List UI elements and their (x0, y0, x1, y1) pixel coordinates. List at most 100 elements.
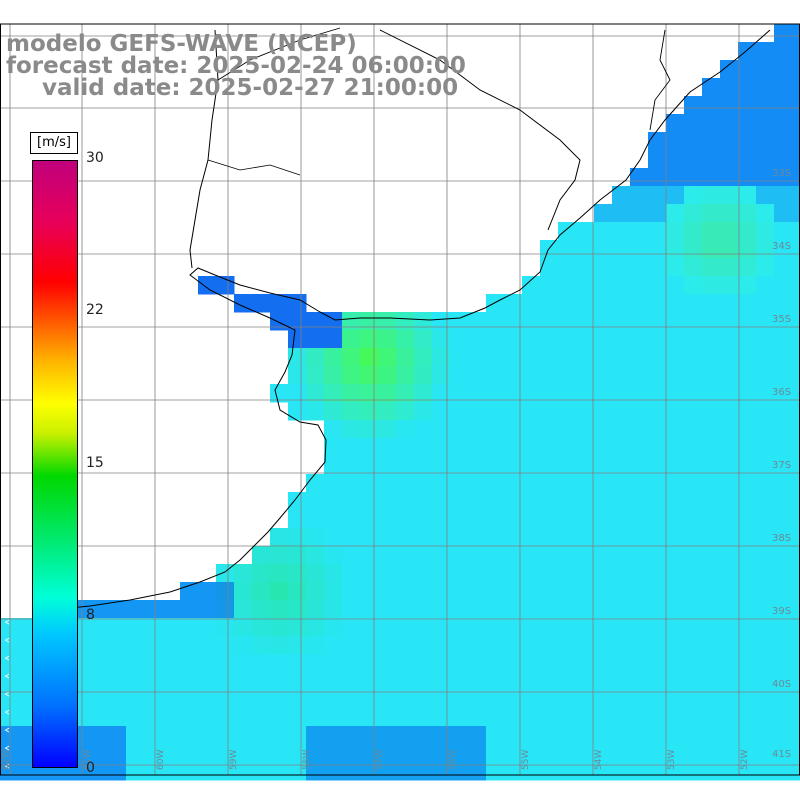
wind-cell (666, 672, 685, 691)
wind-cell (612, 726, 631, 745)
wind-cell (792, 168, 800, 187)
wind-cell (774, 78, 793, 97)
wind-cell (558, 528, 577, 547)
wind-cell (180, 582, 199, 601)
wind-cell (324, 312, 343, 331)
wind-cell (378, 420, 397, 439)
wind-cell (558, 492, 577, 511)
title-model: modelo GEFS-WAVE (NCEP) (6, 31, 357, 57)
wind-cell (234, 618, 253, 637)
wind-cell (432, 618, 451, 637)
wind-cell (774, 402, 793, 421)
wind-cell (432, 672, 451, 691)
lat-label: 37S (772, 460, 791, 471)
wind-cell (684, 726, 703, 745)
wind-cell (594, 636, 613, 655)
wind-cell (198, 618, 217, 637)
wind-cell (306, 582, 325, 601)
wind-cell (792, 582, 800, 601)
wind-cell (684, 132, 703, 151)
wind-cell (378, 744, 397, 763)
wind-cell (342, 402, 361, 421)
wind-cell (684, 330, 703, 349)
wind-cell (684, 276, 703, 295)
wind-cell (306, 546, 325, 565)
wind-cell (414, 654, 433, 673)
wind-cell (684, 186, 703, 205)
wind-cell (612, 402, 631, 421)
wind-cell (756, 132, 775, 151)
wind-cell (252, 636, 271, 655)
wind-cell (738, 474, 757, 493)
wind-cell (756, 636, 775, 655)
wind-cell (612, 492, 631, 511)
wind-cell (576, 726, 595, 745)
wind-cell (666, 276, 685, 295)
wind-cell (594, 600, 613, 619)
lon-label: 61W (83, 750, 93, 770)
wind-cell (684, 402, 703, 421)
wind-cell (612, 384, 631, 403)
wind-cell (432, 654, 451, 673)
wind-cell (630, 330, 649, 349)
wind-cell (288, 582, 307, 601)
wind-cell (396, 654, 415, 673)
wind-cell (576, 672, 595, 691)
wind-cell (558, 654, 577, 673)
wind-cell (648, 654, 667, 673)
wind-cell (756, 582, 775, 601)
wind-cell (450, 438, 469, 457)
wind-cell (702, 348, 721, 367)
wind-cell (594, 492, 613, 511)
wind-cell (414, 474, 433, 493)
wind-cell (612, 672, 631, 691)
wind-cell (720, 528, 739, 547)
wind-cell (324, 654, 343, 673)
wind-cell (360, 546, 379, 565)
wind-cell (396, 492, 415, 511)
wind-cell (648, 726, 667, 745)
wind-cell (720, 726, 739, 745)
wind-cell (684, 744, 703, 763)
wind-cell (468, 384, 487, 403)
wind-cell (468, 510, 487, 529)
wind-cell (414, 744, 433, 763)
wind-cell (630, 456, 649, 475)
wind-cell (270, 600, 289, 619)
wind-cell (594, 258, 613, 277)
wind-cell (432, 582, 451, 601)
wind-cell (594, 510, 613, 529)
wind-cell (612, 438, 631, 457)
wind-cell (360, 564, 379, 583)
wind-cell (576, 492, 595, 511)
wind-cell (414, 636, 433, 655)
wind-cell (684, 240, 703, 259)
wind-cell (720, 672, 739, 691)
wind-cell (450, 690, 469, 709)
wind-cell (216, 600, 235, 619)
wind-cell (756, 726, 775, 745)
wind-cell (558, 366, 577, 385)
wind-cell (576, 258, 595, 277)
wind-cell (180, 708, 199, 727)
wind-cell (324, 528, 343, 547)
wind-cell (288, 492, 307, 511)
wind-cell (756, 186, 775, 205)
wind-cell (342, 744, 361, 763)
wind-cell (270, 726, 289, 745)
wind-cell (666, 726, 685, 745)
wind-cell (792, 510, 800, 529)
wind-cell (540, 240, 559, 259)
wind-cell (0, 744, 19, 763)
wind-cell (576, 636, 595, 655)
wind-cell (432, 492, 451, 511)
wind-cell (540, 636, 559, 655)
wind-cell (576, 600, 595, 619)
wind-cell (648, 672, 667, 691)
wind-cell (576, 240, 595, 259)
wind-cell (738, 510, 757, 529)
wind-cell (486, 582, 505, 601)
wind-cell (630, 546, 649, 565)
wind-cell (360, 582, 379, 601)
wind-cell (720, 258, 739, 277)
